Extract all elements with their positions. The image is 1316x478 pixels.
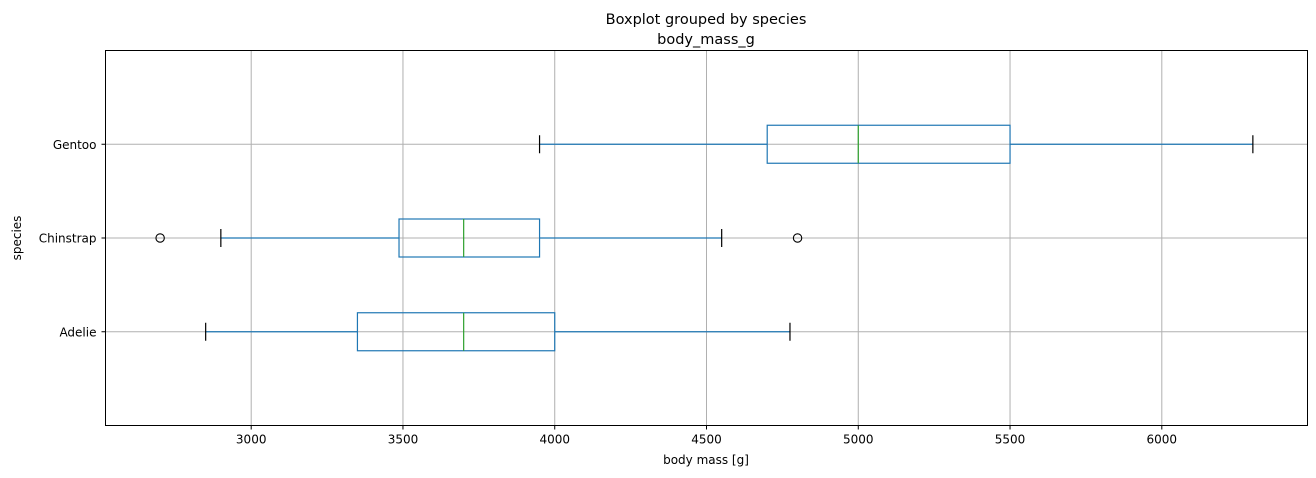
x-axis-ticks: 3000 3500 4000 4500 5000 5500 6000 [236, 425, 1178, 447]
outlier-point [792, 233, 803, 243]
x-axis-label: body mass [g] [663, 453, 749, 467]
chart-title: body_mass_g [657, 32, 755, 48]
x-tick-label: 3000 [236, 433, 267, 447]
y-axis-label: species [10, 216, 24, 261]
iqr-box [356, 312, 556, 352]
x-tick-label: 5000 [843, 433, 874, 447]
x-tick-label: 5500 [995, 433, 1026, 447]
chart-suptitle: Boxplot grouped by species [606, 12, 807, 28]
x-tick-label: 6000 [1147, 433, 1178, 447]
y-tick-label: Gentoo [53, 138, 97, 152]
iqr-box [398, 218, 541, 258]
y-axis-ticks: Adelie Chinstrap Gentoo [39, 138, 106, 339]
x-tick-label: 4000 [539, 433, 570, 447]
outlier-point [155, 233, 165, 243]
iqr-box [766, 124, 1011, 164]
y-tick-label: Adelie [59, 325, 96, 339]
x-tick-label: 4500 [691, 433, 722, 447]
y-tick-label: Chinstrap [39, 232, 97, 246]
box-series [155, 124, 1254, 352]
x-tick-label: 3500 [388, 433, 419, 447]
